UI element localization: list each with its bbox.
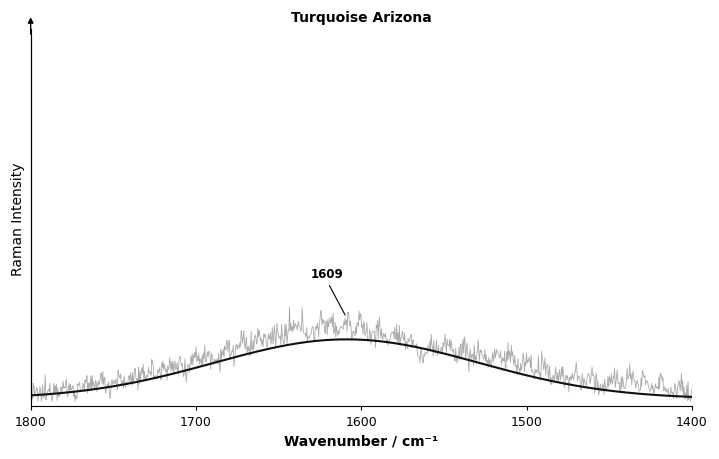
Title: Turquoise Arizona: Turquoise Arizona [291,11,431,25]
Y-axis label: Raman Intensity: Raman Intensity [11,162,25,275]
Text: 1609: 1609 [310,268,345,315]
X-axis label: Wavenumber / cm⁻¹: Wavenumber / cm⁻¹ [284,434,439,448]
